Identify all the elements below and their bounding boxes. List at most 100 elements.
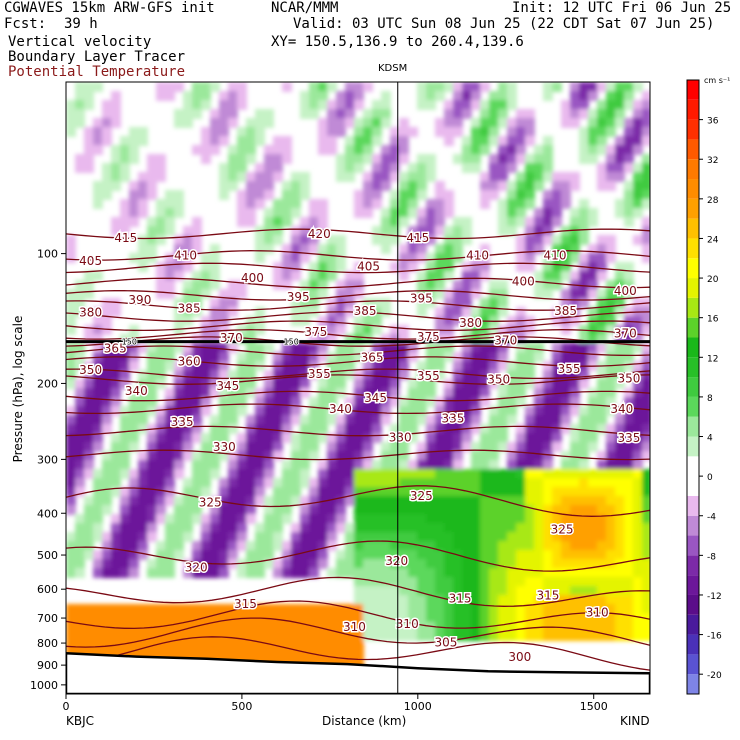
endpoint-left: KBJC bbox=[66, 714, 95, 728]
valid-time: Valid: 03 UTC Sun 08 Jun 25 (22 CDT Sat … bbox=[293, 16, 715, 32]
theta-contour-350 bbox=[66, 374, 650, 385]
contour-label-20: 375 bbox=[417, 330, 440, 344]
colorbar-bin-13 bbox=[687, 396, 699, 417]
contour-label-51: 310 bbox=[343, 620, 366, 634]
organization: NCAR/MMM bbox=[271, 0, 339, 16]
theta-contour-330 bbox=[66, 449, 650, 461]
colorbar-bin-23 bbox=[687, 198, 699, 219]
y-tick-label-7: 800 bbox=[37, 637, 58, 650]
endpoint-right: KIND bbox=[620, 714, 650, 728]
colorbar-tick-label-12: 28 bbox=[707, 196, 719, 206]
y-tick-label-5: 600 bbox=[37, 583, 58, 596]
contour-label-54: 305 bbox=[434, 635, 457, 649]
contour-label-30: 350 bbox=[79, 363, 102, 377]
colorbar-bin-9 bbox=[687, 495, 699, 516]
colorbar-bin-7 bbox=[687, 535, 699, 556]
x-tick-label-0: 0 bbox=[63, 700, 70, 713]
contour-label-37: 340 bbox=[610, 402, 633, 416]
terrain-surface bbox=[66, 652, 650, 694]
x-tick-label-3: 1500 bbox=[580, 700, 608, 713]
axes: 0 500 1000 1500 100 200 300 400 500 600 700 800 900 1… bbox=[30, 248, 608, 713]
contour-label-3: 410 bbox=[466, 248, 489, 262]
colorbar-bin-0 bbox=[687, 674, 699, 694]
contour-label-24: 365 bbox=[104, 342, 127, 356]
contour-label-36: 340 bbox=[329, 402, 352, 416]
theta-contour-385 bbox=[66, 311, 650, 322]
contour-label-46: 320 bbox=[185, 561, 208, 575]
contour-label-28: 355 bbox=[417, 369, 440, 383]
contour-label-5: 410 bbox=[174, 248, 197, 262]
theta-contour-310 bbox=[66, 600, 650, 630]
x-axis-label: Distance (km) bbox=[322, 714, 407, 728]
y-tick-label-8: 900 bbox=[37, 659, 58, 672]
terrain bbox=[66, 652, 650, 694]
contour-label-50: 315 bbox=[537, 588, 560, 602]
y-axis-label: Pressure (hPa), log scale bbox=[11, 315, 25, 463]
theta-contour-400 bbox=[66, 277, 650, 289]
init-time: Init: 12 UTC Fri 06 Jun 25 bbox=[512, 0, 732, 16]
colorbar-tick-label-2: -12 bbox=[707, 592, 722, 602]
colorbar-bin-10 bbox=[687, 456, 699, 496]
colorbar-bin-12 bbox=[687, 416, 699, 437]
contour-label-17: 380 bbox=[79, 306, 102, 320]
contour-label-39: 335 bbox=[442, 411, 465, 425]
forecast-hour: 39 h bbox=[64, 16, 98, 32]
field-potential-temperature: Potential Temperature bbox=[8, 64, 186, 80]
colorbar-bin-27 bbox=[687, 119, 699, 140]
colorbar-bin-15 bbox=[687, 357, 699, 378]
colorbar-bin-22 bbox=[687, 218, 699, 239]
model-title: CGWAVES 15km ARW-GFS init bbox=[4, 0, 215, 16]
contour-label-18: 380 bbox=[459, 316, 482, 330]
plot-frame bbox=[65, 81, 651, 695]
y-tick-label-3: 400 bbox=[37, 507, 58, 520]
colorbar-bin-24 bbox=[687, 179, 699, 199]
contour-label-53: 310 bbox=[586, 606, 609, 620]
colorbar-tick-label-1: -16 bbox=[707, 632, 722, 642]
theta-contour-340 bbox=[66, 403, 650, 415]
theta-contour-390 bbox=[66, 300, 650, 311]
colorbar-tick-label-3: -8 bbox=[707, 552, 716, 562]
contour-label-26: 360 bbox=[178, 355, 201, 369]
station-label-kdsm: KDSM bbox=[378, 63, 408, 74]
x-tick-label-1: 500 bbox=[231, 700, 252, 713]
contour-label-1: 420 bbox=[308, 227, 331, 241]
colorbar-bin-4 bbox=[687, 594, 699, 615]
contour-label-27: 355 bbox=[308, 367, 331, 381]
theta-contour-300 bbox=[66, 636, 650, 671]
contour-label-2: 415 bbox=[406, 231, 429, 245]
colorbar-bin-14 bbox=[687, 377, 699, 397]
contour-label-7: 405 bbox=[357, 259, 380, 273]
potential-temperature-contours: 415 420 415 410 410 410 405 405 400 400 400 395 395 3… bbox=[66, 225, 650, 671]
velocity-cells bbox=[66, 82, 650, 694]
colorbar-tick-label-7: 8 bbox=[707, 394, 713, 404]
colorbar-bin-2 bbox=[687, 634, 699, 655]
contour-label-52: 310 bbox=[396, 617, 419, 631]
contour-label-55: 300 bbox=[508, 650, 531, 664]
contour-label-35: 340 bbox=[125, 384, 148, 398]
contour-label-41: 330 bbox=[213, 440, 236, 454]
contour-label-33: 345 bbox=[216, 379, 239, 393]
y-tick-label-4: 500 bbox=[37, 549, 58, 562]
y-tick-label-2: 300 bbox=[37, 453, 58, 466]
colorbar-bin-8 bbox=[687, 515, 699, 536]
colorbar-bin-16 bbox=[687, 337, 699, 358]
theta-contour-315 bbox=[66, 576, 650, 607]
contour-label-34: 345 bbox=[364, 391, 387, 405]
colorbar-bin-6 bbox=[687, 555, 699, 576]
y-tick-label-0: 100 bbox=[37, 248, 58, 261]
contour-label-42: 330 bbox=[389, 431, 412, 445]
colorbar-tick-label-5: 0 bbox=[707, 473, 713, 483]
colorbar-tick-label-11: 24 bbox=[707, 235, 719, 245]
theta-contour-325 bbox=[66, 485, 650, 517]
contour-label-16: 385 bbox=[554, 304, 577, 318]
x-tick-label-2: 1000 bbox=[404, 700, 432, 713]
colorbar-tick-label-10: 20 bbox=[707, 275, 719, 285]
theta-contour-360 bbox=[66, 356, 650, 367]
colorbar-units: cm s⁻¹ bbox=[704, 76, 731, 85]
contour-label-13: 390 bbox=[128, 293, 151, 307]
colorbar-bin-5 bbox=[687, 575, 699, 595]
contour-label-8: 400 bbox=[241, 271, 264, 285]
contour-label-19: 375 bbox=[304, 325, 327, 339]
colorbar-bin-25 bbox=[687, 159, 699, 180]
